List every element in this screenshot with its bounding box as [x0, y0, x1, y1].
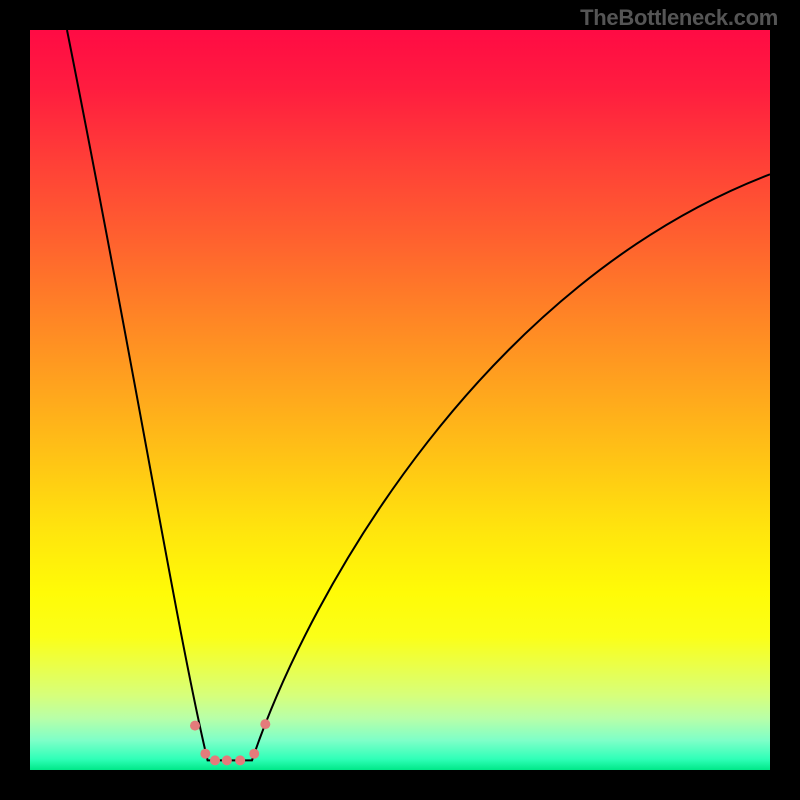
- bottleneck-chart: [30, 30, 770, 770]
- marker-point: [200, 749, 210, 759]
- marker-point: [190, 721, 200, 731]
- marker-point: [210, 755, 220, 765]
- marker-point: [235, 755, 245, 765]
- watermark: TheBottleneck.com: [580, 5, 778, 31]
- marker-point: [249, 749, 259, 759]
- marker-point: [260, 719, 270, 729]
- marker-point: [222, 755, 232, 765]
- heat-gradient: [30, 30, 770, 770]
